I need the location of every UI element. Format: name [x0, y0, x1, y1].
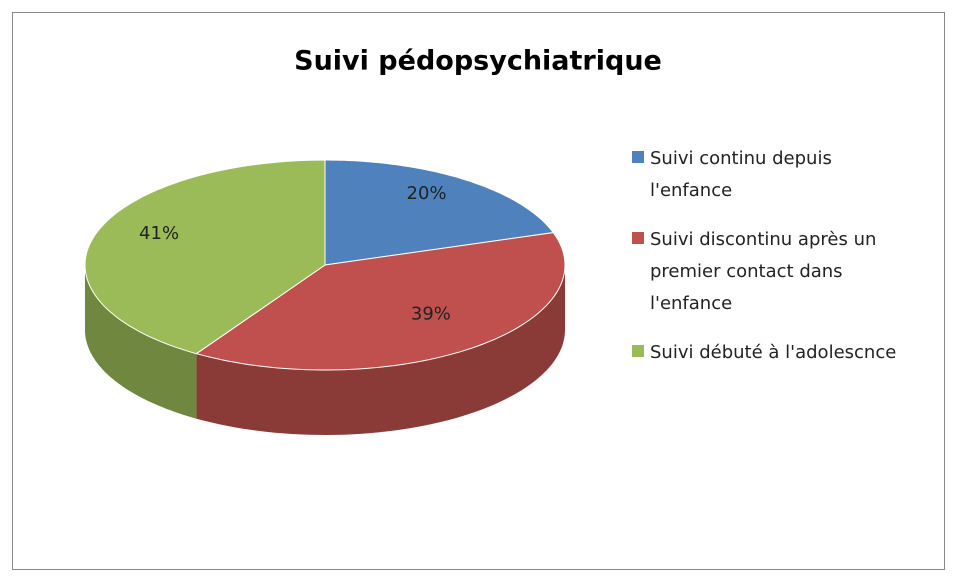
pie-slice-side: [196, 265, 565, 435]
legend-label: Suivi débuté à l'adolescnce: [650, 342, 897, 363]
data-label: 39%: [411, 304, 451, 325]
pie-slice-side: [85, 265, 197, 419]
pie-slice: [195, 232, 566, 435]
legend-swatch: [632, 232, 644, 244]
pie-slice: [84, 159, 326, 419]
legend-label: Suivi discontinu après un premier contac…: [650, 229, 877, 314]
data-label: 20%: [407, 183, 447, 204]
legend-swatch: [632, 345, 644, 357]
chart-title: Suivi pédopsychiatrique: [294, 46, 662, 77]
pie-slice: [324, 159, 555, 266]
pie-slice-top: [195, 232, 566, 371]
legend-label: Suivi continu depuis l'enfance: [650, 148, 832, 201]
legend-item: Suivi continu depuis l'enfance: [632, 143, 902, 207]
legend-item: Suivi discontinu après un premier contac…: [632, 224, 902, 320]
legend: Suivi continu depuis l'enfance Suivi disc…: [632, 143, 902, 386]
pie-slice-top: [84, 159, 326, 355]
legend-swatch: [632, 151, 644, 163]
pie-slice-top: [324, 159, 555, 266]
data-label: 41%: [139, 223, 179, 244]
legend-item: Suivi débuté à l'adolescnce: [632, 337, 902, 369]
